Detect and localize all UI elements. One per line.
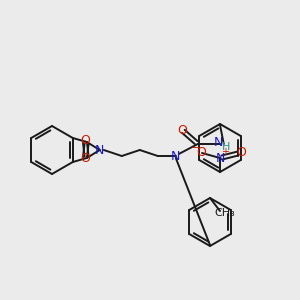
Text: O: O (177, 124, 187, 136)
Text: N: N (171, 149, 181, 163)
Text: O: O (196, 146, 206, 160)
Text: O: O (236, 146, 246, 160)
Text: CH₃: CH₃ (214, 208, 236, 218)
Text: +: + (221, 147, 229, 157)
Text: N: N (214, 136, 224, 149)
Text: N: N (95, 143, 104, 157)
Text: N: N (215, 152, 225, 164)
Text: O: O (80, 152, 90, 166)
Text: H: H (222, 142, 230, 152)
Text: O: O (80, 134, 90, 148)
Text: −: − (191, 143, 201, 153)
